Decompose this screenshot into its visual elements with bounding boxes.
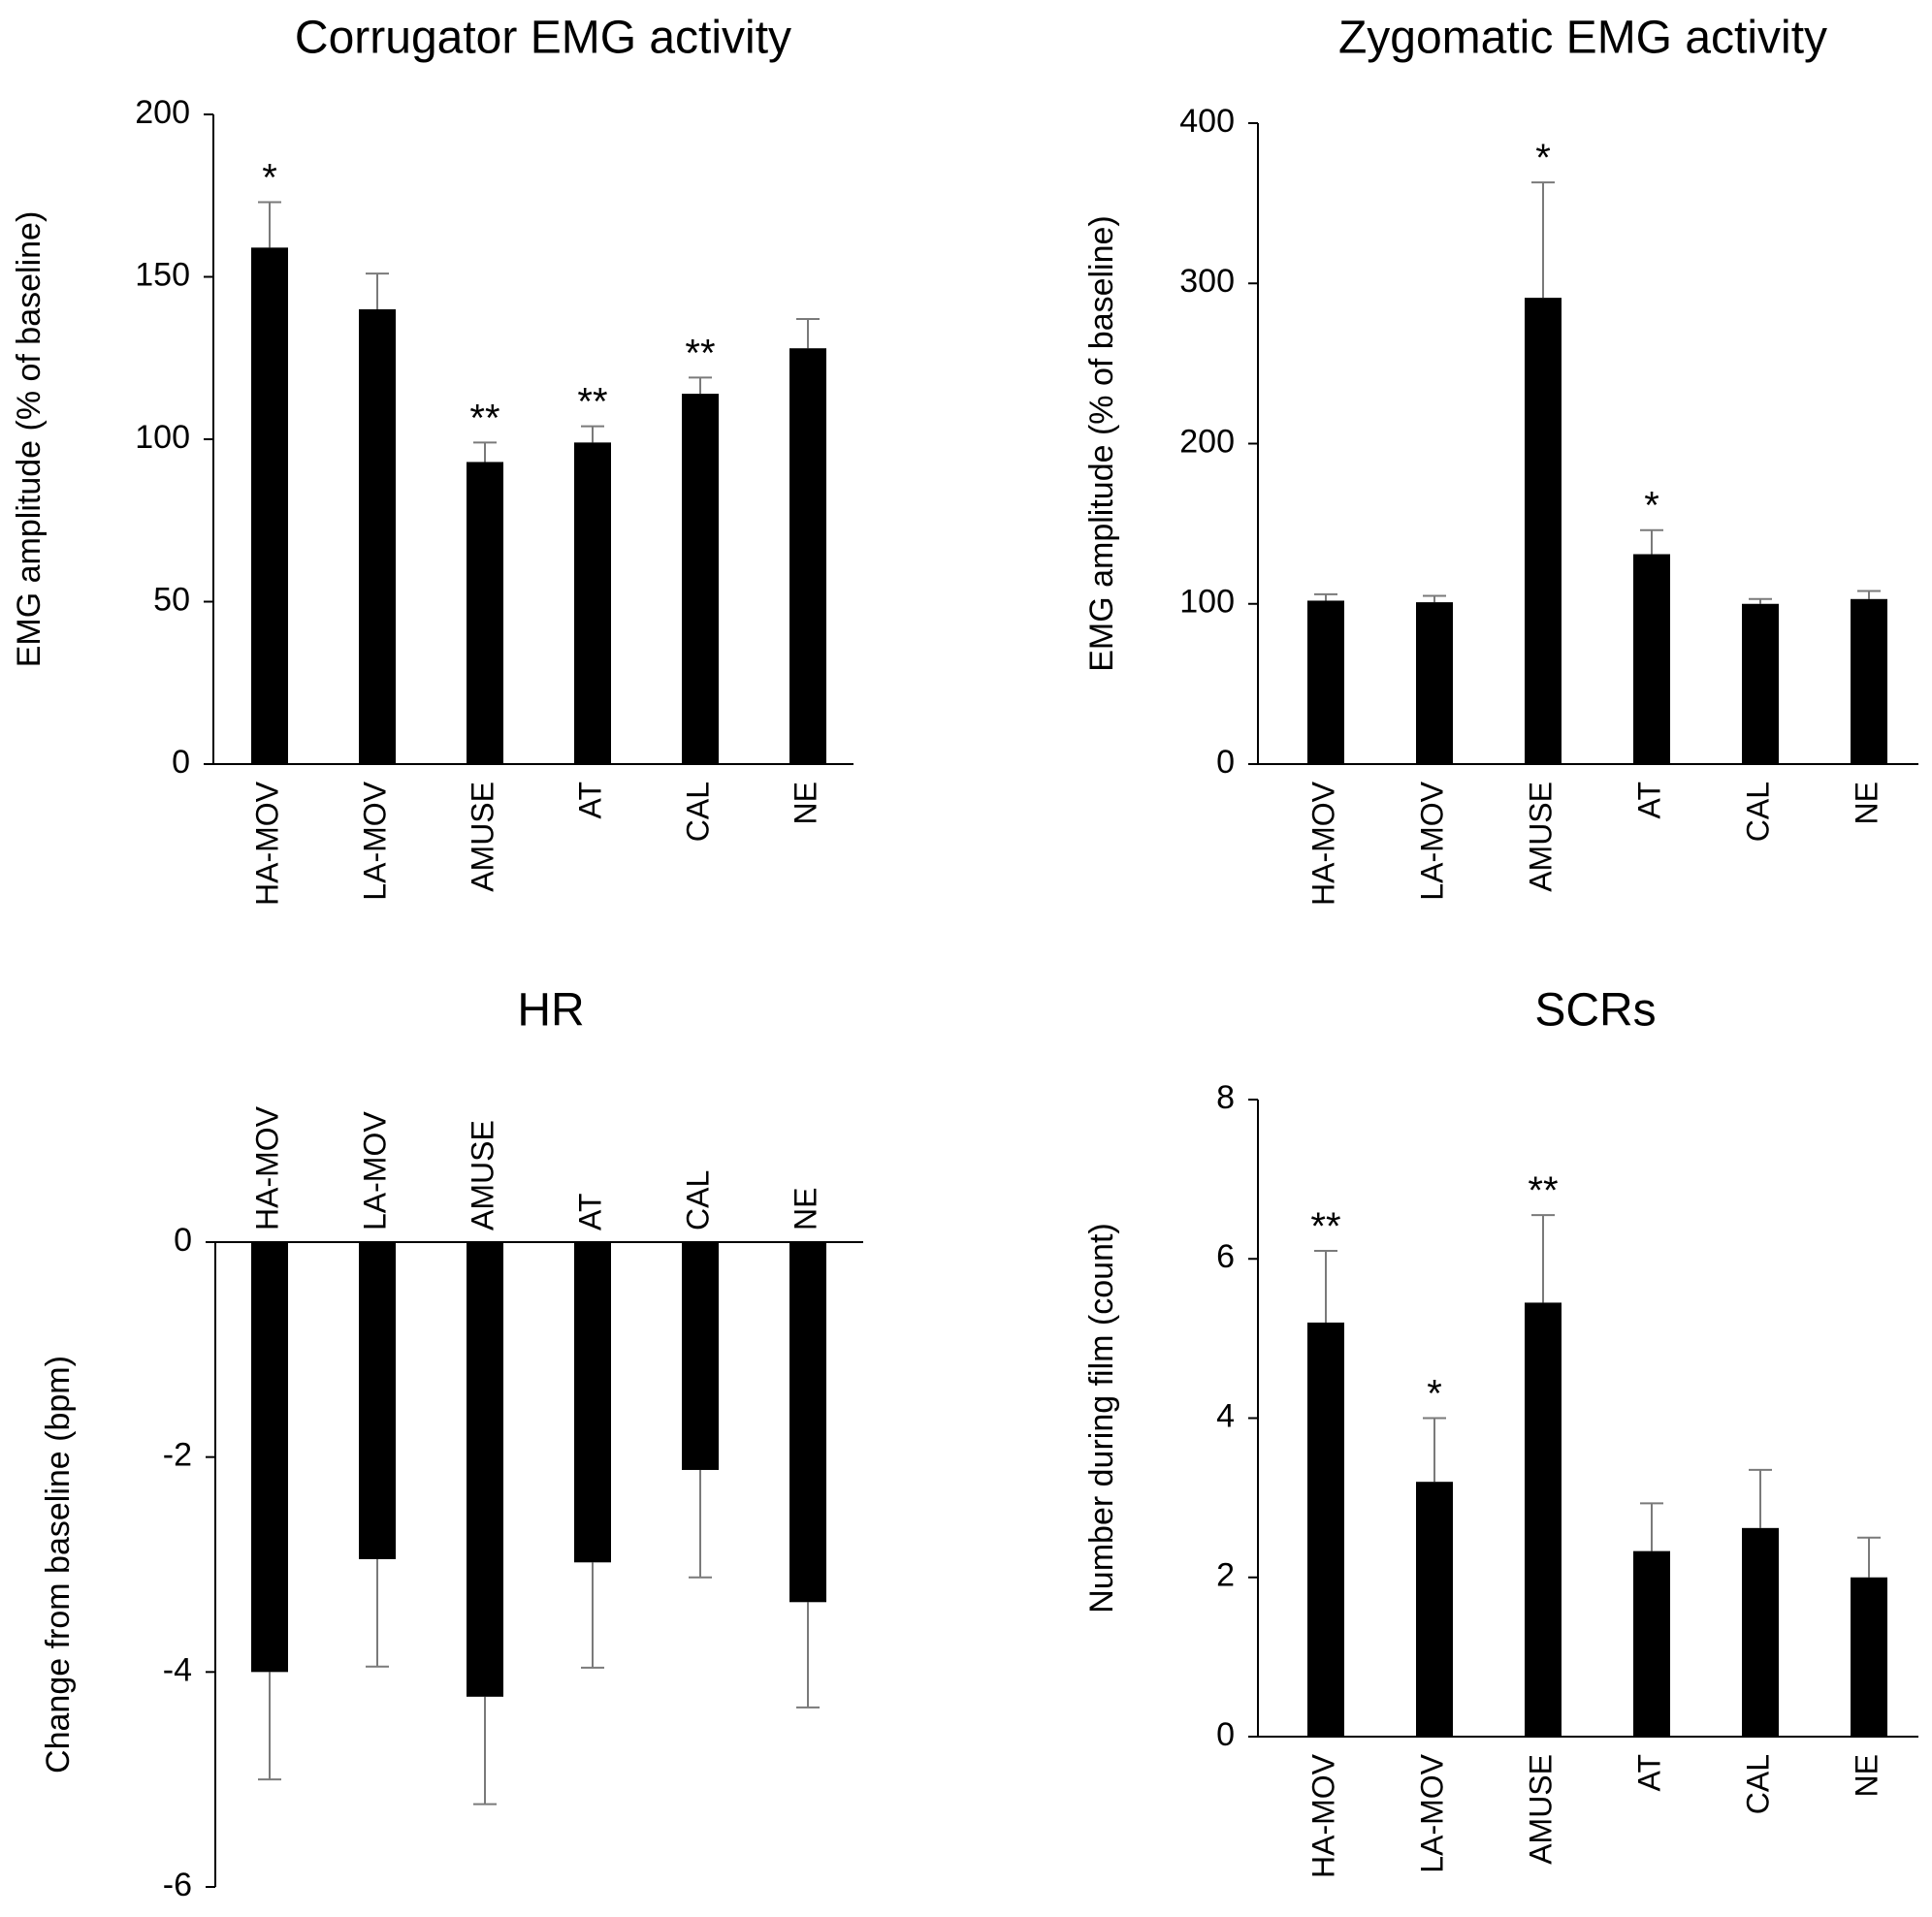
x-tick-label: AMUSE [465, 1120, 499, 1230]
y-tick-label: 300 [1179, 263, 1235, 300]
y-tick-label: 100 [1179, 584, 1235, 621]
bar-at [1633, 1550, 1670, 1737]
x-tick-label: AT [572, 782, 607, 819]
y-tick-label: 4 [1216, 1397, 1235, 1434]
y-tick-label: -4 [163, 1651, 192, 1688]
bar-ha-mov [251, 247, 288, 765]
bar-at [1633, 554, 1670, 764]
x-tick-label: HA-MOV [1305, 1753, 1340, 1878]
chart-title: SCRs [1534, 985, 1656, 1037]
bar-la-mov [359, 1242, 396, 1559]
x-tick-label: CAL [1740, 782, 1775, 842]
x-tick-label: LA-MOV [357, 1111, 392, 1230]
bar-amuse [1525, 1302, 1562, 1737]
bar-la-mov [1416, 1482, 1453, 1737]
bar-cal [1742, 1527, 1779, 1737]
y-tick-label: 0 [1216, 744, 1235, 781]
bar-at [574, 1242, 611, 1563]
chart-panel-zygomatic: Zygomatic EMG activity EMG amplitude (% o… [1083, 13, 1918, 906]
bar-ne [1851, 1577, 1887, 1737]
y-tick-label: 2 [1216, 1557, 1235, 1594]
y-tick-label: 0 [174, 1222, 192, 1259]
bar-la-mov [1416, 602, 1453, 764]
bar-ha-mov [1307, 1322, 1344, 1737]
y-tick-label: -2 [163, 1437, 192, 1474]
bar-amuse [467, 462, 503, 764]
x-tick-label: HA-MOV [249, 781, 284, 906]
y-tick-label: 8 [1216, 1079, 1235, 1116]
y-tick-label: 100 [135, 419, 190, 456]
bar-ha-mov [251, 1242, 288, 1673]
x-tick-label: LA-MOV [1414, 781, 1449, 900]
significance-marker: ** [1310, 1205, 1340, 1248]
x-tick-label: LA-MOV [1414, 1753, 1449, 1872]
bar-cal [1742, 603, 1779, 764]
x-tick-label: AMUSE [1523, 1754, 1558, 1865]
bar-ne [789, 1242, 826, 1603]
y-tick-label: -6 [163, 1867, 192, 1903]
significance-marker: ** [577, 381, 607, 424]
y-axis-label: Number during film (count) [1083, 1223, 1120, 1613]
significance-marker: * [1535, 137, 1551, 179]
x-tick-label: CAL [680, 1170, 715, 1230]
y-tick-label: 6 [1216, 1238, 1235, 1275]
bar-la-mov [359, 309, 396, 764]
significance-marker: * [1644, 485, 1659, 527]
y-tick-label: 200 [1179, 423, 1235, 460]
y-axis-label: EMG amplitude (% of baseline) [1083, 215, 1120, 672]
chart-panel-corrugator: Corrugator EMG activity EMG amplitude (% … [11, 13, 853, 906]
x-tick-label: AMUSE [465, 782, 499, 892]
bar-amuse [1525, 298, 1562, 764]
x-tick-label: NE [1849, 1754, 1884, 1797]
bar-ne [789, 348, 826, 764]
x-tick-label: NE [788, 782, 822, 824]
y-tick-label: 0 [1216, 1716, 1235, 1753]
y-tick-label: 200 [135, 94, 190, 131]
chart-panel-hr: HR Change from baseline (bpm) 0 -2 -4 -6 HA-MO… [40, 985, 863, 1903]
y-tick-label: 150 [135, 256, 190, 293]
bar-cal [682, 1242, 719, 1470]
significance-marker: * [262, 156, 277, 199]
bar-amuse [467, 1242, 503, 1697]
y-axis-label: Change from baseline (bpm) [40, 1356, 77, 1773]
x-tick-label: AT [1631, 1754, 1666, 1792]
x-tick-label: HA-MOV [249, 1105, 284, 1230]
chart-panel-scrs: SCRs Number during film (count) 0 2 4 6 8 ** HA-… [1083, 985, 1918, 1878]
significance-marker: ** [469, 397, 499, 439]
x-tick-label: CAL [680, 782, 715, 842]
bar-ha-mov [1307, 600, 1344, 764]
chart-title: HR [517, 985, 584, 1037]
significance-marker: ** [1528, 1169, 1558, 1212]
x-tick-label: LA-MOV [357, 781, 392, 900]
chart-title: Corrugator EMG activity [295, 13, 791, 64]
bar-ne [1851, 598, 1887, 764]
bar-at [574, 442, 611, 764]
y-axis-label: EMG amplitude (% of baseline) [11, 211, 48, 668]
chart-title: Zygomatic EMG activity [1338, 13, 1827, 64]
x-tick-label: AT [1631, 782, 1666, 819]
significance-marker: ** [685, 332, 715, 374]
bar-cal [682, 394, 719, 764]
y-tick-label: 50 [153, 581, 190, 618]
x-tick-label: AT [572, 1193, 607, 1230]
x-tick-label: NE [788, 1188, 822, 1230]
x-tick-label: CAL [1740, 1754, 1775, 1814]
y-tick-label: 0 [172, 744, 190, 781]
x-tick-label: AMUSE [1523, 782, 1558, 892]
x-tick-label: HA-MOV [1305, 781, 1340, 906]
significance-marker: * [1427, 1373, 1442, 1416]
y-tick-label: 400 [1179, 103, 1235, 140]
x-tick-label: NE [1849, 782, 1884, 824]
